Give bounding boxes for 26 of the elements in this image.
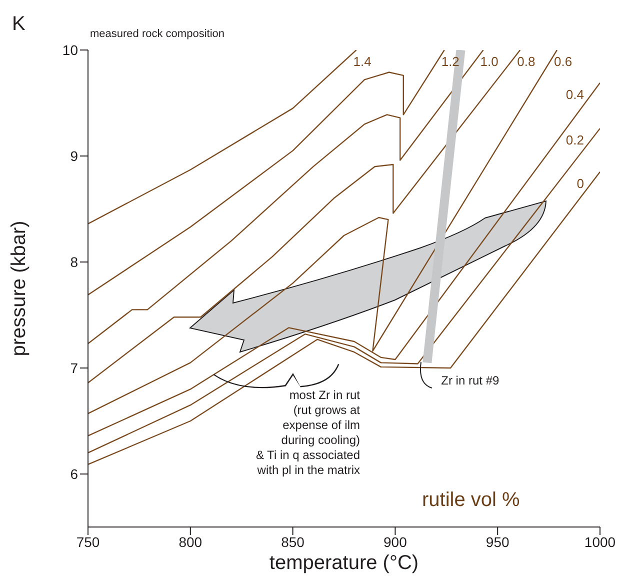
x-tick-label: 900: [384, 534, 408, 550]
text: K: [12, 12, 26, 37]
series-label: Zr in rut #9: [441, 374, 500, 388]
x-tick-label: 1000: [584, 534, 616, 550]
y-tick-label: 6: [70, 466, 78, 482]
series-label: 0.2: [566, 132, 584, 148]
y-tick-label: 7: [70, 360, 78, 376]
series-label: 1.2: [441, 54, 460, 69]
x-tick-label: 850: [281, 534, 305, 550]
series-label: 0: [576, 176, 584, 191]
series-label: 0.4: [566, 86, 584, 102]
series-label: 0.6: [554, 54, 572, 69]
y-axis-title: pressure (kbar): [8, 220, 30, 356]
annotation: most Zr in rut (rut grows at expense of ilm during cooling) & Ti in q associated with pl in the matrix: [256, 388, 360, 478]
x-axis-title: temperature (°C): [269, 552, 419, 574]
y-tick-label: 10: [62, 42, 78, 58]
series-label: 0.8: [517, 54, 536, 69]
y-tick-label: 9: [70, 148, 78, 164]
series-label: 1.0: [480, 54, 498, 69]
text: measured rock composition: [90, 28, 225, 42]
x-tick-label: 950: [486, 534, 510, 550]
annotation: rutile vol %: [422, 488, 520, 513]
series-label: 1.4: [353, 54, 372, 69]
x-tick-label: 750: [76, 534, 100, 550]
x-tick-label: 800: [178, 534, 202, 550]
y-tick-label: 8: [70, 254, 78, 270]
